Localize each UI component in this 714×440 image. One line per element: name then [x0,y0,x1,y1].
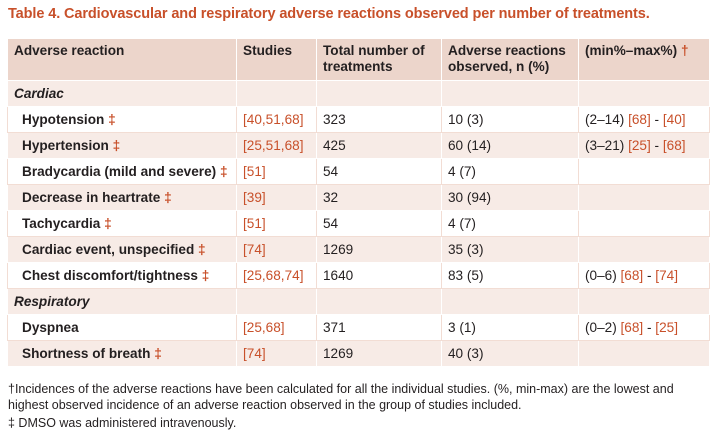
total-cell: 54 [316,158,442,185]
reaction-name: Hypotension [22,112,105,127]
dagger-mark: † [680,43,689,58]
range-cell [578,210,710,237]
header-adverse-reaction: Adverse reaction [7,38,237,81]
footnote-double-dagger: ‡ DMSO was administered intravenously. [8,416,237,430]
observed-cell: 4 (7) [441,158,579,185]
table-row: Dyspnea [25,68] 371 3 (1) (0–2) [68] - [… [7,314,710,341]
range-cell [578,340,710,367]
observed-cell: 83 (5) [441,262,579,289]
header-min-max: (min%–max%) † [578,38,710,81]
adverse-reactions-table: Adverse reaction Studies Total number of… [7,38,710,367]
total-cell: 1640 [316,262,442,289]
table-row: Chest discomfort/tightness ‡ [25,68,74] … [7,262,710,289]
total-cell: 54 [316,210,442,237]
table-row: Shortness of breath ‡ [74] 1269 40 (3) [7,340,710,367]
section-row-cardiac: Cardiac [7,80,710,107]
range-cell: (0–2) [68] - [25] [578,314,710,341]
reaction-name: Chest discomfort/tightness [22,268,198,283]
table-row: Tachycardia ‡ [51] 54 4 (7) [7,210,710,237]
reaction-name: Bradycardia (mild and severe) [22,164,217,179]
table-row: Cardiac event, unspecified ‡ [74] 1269 3… [7,236,710,263]
observed-cell: 60 (14) [441,132,579,159]
range-cell: (2–14) [68] - [40] [578,106,710,133]
header-observed: Adverse reactions observed, n (%) [441,38,579,81]
range-cell [578,236,710,263]
studies-ref[interactable]: [40,51,68] [236,106,317,133]
table-row: Hypotension ‡ [40,51,68] 323 10 (3) (2–1… [7,106,710,133]
studies-ref[interactable]: [51] [236,158,317,185]
range-cell: (0–6) [68] - [74] [578,262,710,289]
reaction-name: Dyspnea [22,320,79,335]
total-cell: 425 [316,132,442,159]
total-cell: 323 [316,106,442,133]
studies-ref[interactable]: [51] [236,210,317,237]
observed-cell: 3 (1) [441,314,579,341]
range-cell: (3–21) [25] - [68] [578,132,710,159]
table-row: Decrease in heartrate ‡ [39] 32 30 (94) [7,184,710,211]
reaction-name: Tachycardia [22,216,101,231]
observed-cell: 30 (94) [441,184,579,211]
reaction-name: Cardiac event, unspecified [22,242,195,257]
section-label: Cardiac [7,80,237,107]
observed-cell: 4 (7) [441,210,579,237]
header-total-treatments: Total number of treatments [316,38,442,81]
table-row: Bradycardia (mild and severe) ‡ [51] 54 … [7,158,710,185]
total-cell: 1269 [316,236,442,263]
total-cell: 371 [316,314,442,341]
total-cell: 32 [316,184,442,211]
studies-ref[interactable]: [25,68] [236,314,317,341]
reaction-name: Shortness of breath [22,346,151,361]
range-cell [578,184,710,211]
header-row: Adverse reaction Studies Total number of… [7,38,710,81]
reaction-name: Hypertension [22,138,109,153]
studies-ref[interactable]: [74] [236,340,317,367]
table-caption: Table 4. Cardiovascular and respiratory … [8,6,650,22]
observed-cell: 40 (3) [441,340,579,367]
table-row: Hypertension ‡ [25,51,68] 425 60 (14) (3… [7,132,710,159]
observed-cell: 10 (3) [441,106,579,133]
studies-ref[interactable]: [74] [236,236,317,263]
range-cell [578,158,710,185]
section-label: Respiratory [7,288,237,315]
studies-ref[interactable]: [25,51,68] [236,132,317,159]
studies-ref[interactable]: [39] [236,184,317,211]
studies-ref[interactable]: [25,68,74] [236,262,317,289]
reaction-name: Decrease in heartrate [22,190,161,205]
header-studies: Studies [236,38,317,81]
footnote-dagger: †Incidences of the adverse reactions hav… [8,382,674,412]
total-cell: 1269 [316,340,442,367]
section-row-respiratory: Respiratory [7,288,710,315]
observed-cell: 35 (3) [441,236,579,263]
